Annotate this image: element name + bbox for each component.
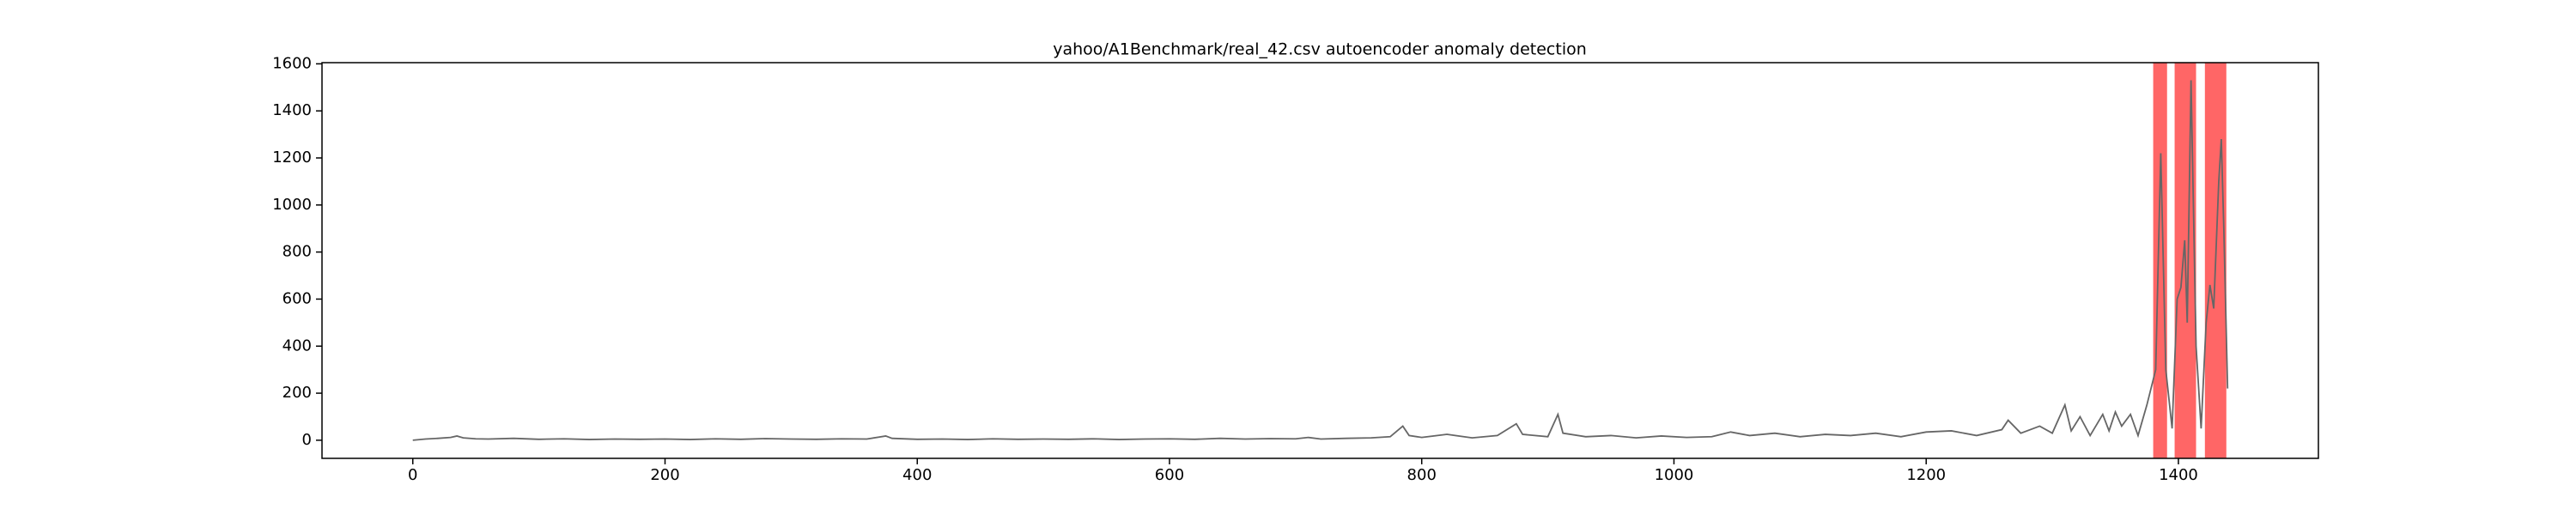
- y-tick-label: 800: [283, 243, 312, 261]
- x-tick-label: 0: [408, 466, 417, 484]
- y-tick-label: 1600: [272, 54, 312, 72]
- y-tick-label: 400: [283, 336, 312, 354]
- x-tick-label: 200: [650, 466, 679, 484]
- y-tick-label: 1000: [272, 196, 312, 214]
- x-tick-label: 600: [1155, 466, 1184, 484]
- y-tick-label: 1400: [272, 101, 312, 119]
- y-tick-label: 0: [302, 431, 312, 449]
- plot-frame: [321, 62, 2319, 459]
- x-tick-label: 1200: [1906, 466, 1946, 484]
- chart-title: yahoo/A1Benchmark/real_42.csv autoencode…: [1053, 40, 1587, 59]
- x-tick-label: 800: [1407, 466, 1437, 484]
- x-tick-label: 1400: [2159, 466, 2198, 484]
- y-tick-label: 200: [283, 384, 312, 402]
- y-tick-label: 600: [283, 289, 312, 307]
- data-line: [412, 80, 2229, 441]
- x-tick-label: 1000: [1655, 466, 1694, 484]
- y-tick-label: 1200: [272, 148, 312, 167]
- x-tick-label: 400: [902, 466, 932, 484]
- anomaly-span: [2153, 63, 2167, 458]
